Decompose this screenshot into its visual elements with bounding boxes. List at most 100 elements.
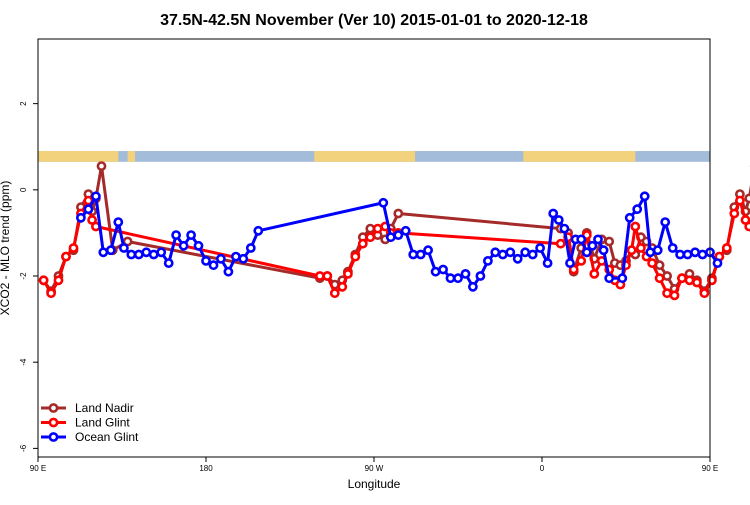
land-glint-point (350, 251, 361, 262)
ocean-glint-point (171, 230, 181, 240)
ocean-glint-point (593, 234, 603, 245)
ocean-glint-point (548, 208, 559, 219)
ocean-glint-point (565, 258, 575, 268)
legend-label: Ocean Glint (75, 430, 139, 444)
chart-title: 37.5N-42.5N November (Ver 10) 2015-01-01… (160, 12, 588, 29)
land-glint-point (626, 245, 637, 256)
land-glint-point (53, 275, 64, 286)
land-glint-point (735, 195, 745, 206)
ocean-glint-point (598, 245, 609, 256)
ocean-glint-point (201, 255, 211, 266)
land-nadir-point (604, 236, 615, 247)
x-tick-label: 90 E (30, 464, 46, 473)
y-tick-label: -6 (19, 444, 28, 452)
plot-frame (37, 38, 711, 458)
ocean-glint-point (559, 223, 570, 234)
ocean-glint-point (527, 249, 538, 260)
land-glint-point (654, 273, 665, 284)
y-tick-label: 0 (19, 187, 28, 192)
legend-item-land-glint: Land Glint (41, 416, 130, 430)
land-ocean-band (38, 151, 710, 162)
ocean-glint-point (604, 273, 615, 284)
legend-label: Land Nadir (75, 401, 134, 415)
land-nadir-point (662, 271, 672, 281)
land-glint-point (322, 271, 333, 281)
x-tick-label: 0 (540, 464, 545, 473)
x-tick-label: 90 E (702, 464, 718, 473)
x-axis: 90 E 180 90 W 0 90 E (30, 457, 718, 473)
legend-marker (48, 403, 59, 413)
ocean-glint-point (253, 225, 264, 236)
land-nadir-point (654, 260, 665, 271)
ocean-glint-point (238, 253, 249, 264)
land-glint-point (329, 288, 340, 299)
ocean-glint-point (617, 273, 628, 284)
ocean-glint-point (156, 247, 167, 258)
ocean-glint-point (553, 215, 564, 225)
land-glint-point (692, 277, 702, 288)
ocean-glint-point (245, 243, 256, 253)
ocean-glint-point (652, 245, 663, 256)
land-glint-point (589, 268, 600, 279)
ocean-glint-point (76, 212, 86, 223)
land-glint-point (630, 221, 641, 232)
y-axis: 2 0 -2 -4 -6 (19, 101, 38, 452)
ocean-glint-point (667, 243, 678, 253)
land-glint-point (729, 208, 740, 219)
land-nadir-point (96, 161, 107, 171)
ocean-glint-point (438, 264, 448, 275)
ocean-glint-point (542, 258, 553, 268)
ocean-glint-point (208, 260, 219, 271)
ocean-glint-point (675, 249, 685, 260)
series-layer (38, 161, 750, 301)
land-glint-point (647, 258, 657, 268)
land-glint-point (337, 281, 348, 292)
ocean-glint-point (512, 253, 523, 264)
land-nadir-point (744, 193, 750, 204)
ocean-glint-point (415, 249, 426, 260)
series-land-nadir (38, 161, 750, 296)
ocean-glint-point (113, 217, 124, 227)
x-axis-label: Longitude (348, 477, 401, 491)
ocean-glint-point (682, 249, 693, 260)
ocean-glint-point (576, 234, 587, 245)
land-nadir-point (393, 208, 404, 219)
y-tick-label: -2 (19, 272, 28, 280)
ocean-glint-point (193, 240, 204, 251)
ocean-glint-point (393, 230, 404, 240)
land-glint-point (576, 255, 587, 266)
ocean-glint-point (423, 245, 433, 256)
ocean-glint-point (223, 266, 234, 277)
ocean-glint-point (133, 249, 144, 260)
ocean-glint-point (98, 247, 109, 258)
land-glint-point (68, 243, 79, 253)
ocean-glint-point (91, 191, 101, 202)
land-segment (314, 151, 416, 162)
ocean-glint-point (385, 232, 396, 243)
ocean-glint-point (587, 240, 598, 251)
x-tick-label: 180 (199, 464, 213, 473)
x-tick-label: 90 W (365, 464, 384, 473)
series-ocean-glint (76, 191, 723, 292)
land-glint-point (669, 290, 680, 301)
ocean-glint-point (467, 281, 478, 292)
y-tick-label: 2 (19, 101, 28, 106)
ocean-glint-point (453, 273, 463, 284)
land-glint-point (46, 288, 56, 299)
ocean-glint-point (490, 247, 501, 258)
ocean-glint-point (430, 266, 441, 277)
ocean-glint-point (660, 217, 671, 227)
land-glint-point (677, 273, 687, 284)
legend-label: Land Glint (75, 416, 130, 430)
land-segment (38, 151, 119, 162)
ocean-glint-point (712, 258, 723, 268)
ocean-glint-point (378, 197, 389, 208)
ocean-glint-point (445, 273, 456, 284)
ocean-glint-point (215, 253, 226, 264)
ocean-glint-point (83, 204, 94, 215)
land-glint-point (365, 232, 376, 243)
ocean-glint-point (105, 245, 116, 256)
legend-item-land-nadir: Land Nadir (41, 401, 134, 415)
ocean-glint-point (400, 225, 411, 236)
